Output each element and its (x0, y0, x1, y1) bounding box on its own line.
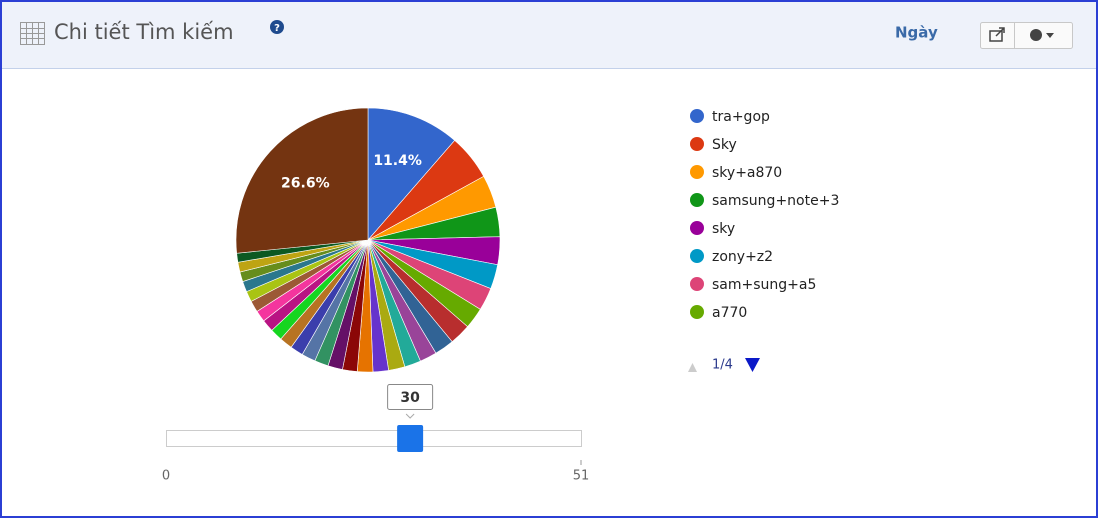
help-icon[interactable] (270, 20, 284, 34)
slider: 0 51 30 (162, 384, 590, 484)
export-button[interactable] (989, 27, 1005, 42)
legend-label[interactable]: tra+gop (712, 109, 770, 125)
options-button[interactable] (1030, 29, 1054, 41)
legend-label[interactable]: Sky (712, 137, 737, 153)
grid-icon (20, 22, 45, 45)
legend-swatch (690, 305, 704, 319)
legend-swatch (690, 165, 704, 179)
legend-label[interactable]: samsung+note+3 (712, 193, 839, 209)
pie: 11.4% 26.6% (235, 107, 501, 373)
legend-swatch (690, 249, 704, 263)
legend-swatch (690, 109, 704, 123)
period-link[interactable]: Ngày (895, 24, 938, 42)
legend-page: 1/4 (712, 358, 733, 373)
header (2, 2, 1096, 68)
legend-next[interactable] (745, 358, 760, 372)
slice-label: 11.4% (373, 153, 422, 169)
title: Chi tiết Tìm kiếm (54, 20, 234, 44)
legend-label[interactable]: zony+z2 (712, 249, 773, 265)
legend: tra+gop Sky sky+a870 samsung+note+3 sky zony+… (690, 109, 839, 321)
slider-handle[interactable] (397, 425, 424, 452)
legend-swatch (690, 277, 704, 291)
slider-min-label: 0 (162, 469, 170, 484)
legend-label[interactable]: a770 (712, 305, 747, 321)
slider-value-label: 30 (400, 390, 420, 406)
legend-label[interactable]: sam+sung+a5 (712, 277, 816, 293)
help-mark: ? (274, 23, 280, 34)
button-group (980, 22, 1073, 49)
legend-label[interactable]: sky (712, 221, 735, 237)
legend-label[interactable]: sky+a870 (712, 165, 782, 181)
legend-prev[interactable] (688, 363, 697, 372)
legend-swatch (690, 221, 704, 235)
pie-slice (235, 107, 369, 254)
slider-value-box (387, 384, 434, 410)
slice-label: 26.6% (281, 175, 330, 191)
legend-swatch (690, 137, 704, 151)
slider-track (166, 430, 582, 447)
slider-max-label: 51 (573, 469, 590, 484)
slider-value-pointer (405, 413, 415, 419)
pie-slice (367, 107, 456, 241)
legend-swatch (690, 193, 704, 207)
